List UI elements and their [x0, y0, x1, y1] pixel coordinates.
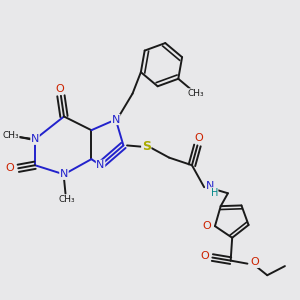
Text: N: N: [206, 181, 214, 191]
Text: N: N: [60, 169, 68, 179]
Text: H: H: [211, 188, 218, 198]
Text: N: N: [112, 115, 120, 124]
Text: CH₃: CH₃: [187, 89, 204, 98]
Text: O: O: [6, 163, 14, 173]
Text: O: O: [250, 257, 259, 267]
Text: O: O: [203, 220, 212, 230]
Text: CH₃: CH₃: [59, 195, 75, 204]
Text: O: O: [200, 251, 209, 261]
Text: O: O: [55, 84, 64, 94]
Text: O: O: [194, 133, 203, 143]
Text: N: N: [96, 160, 105, 170]
Text: N: N: [31, 134, 39, 144]
Text: CH₃: CH₃: [2, 131, 19, 140]
Text: S: S: [142, 140, 151, 154]
